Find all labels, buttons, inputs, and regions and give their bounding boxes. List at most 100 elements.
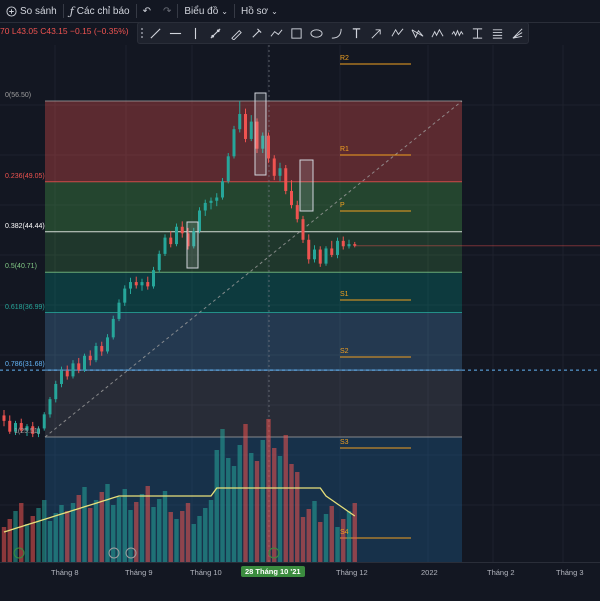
candle-body (307, 239, 311, 260)
volume-bar (295, 472, 300, 562)
cycle-lines-tool[interactable] (447, 23, 467, 43)
trend-line-tool[interactable] (145, 23, 165, 43)
chart-dropdown[interactable]: Biểu đồ ⌄ (178, 0, 234, 22)
pen-tool[interactable] (226, 23, 246, 43)
highlight-box (254, 92, 267, 176)
pivot-label: R1 (340, 146, 349, 153)
volume-bar (174, 519, 179, 562)
xabcd-tool[interactable] (407, 23, 427, 43)
pivot-label: S1 (340, 291, 349, 298)
volume-bar (82, 487, 87, 562)
fib-level-label: 0.236(49.05) (5, 172, 45, 180)
horizontal-line-tool[interactable] (166, 23, 186, 43)
volume-bar (168, 512, 173, 562)
candle-body (134, 282, 138, 286)
compare-button[interactable]: So sánh (0, 0, 63, 22)
candlesticks (2, 101, 357, 438)
undo-icon: ↶ (142, 5, 151, 17)
volume-bar (93, 500, 99, 562)
volume-bar (30, 516, 35, 562)
volume-bar (151, 507, 156, 562)
candle-body (60, 370, 63, 384)
volume-bar (59, 505, 64, 562)
volume-bar (128, 510, 133, 562)
elliott-wave-tool[interactable] (427, 23, 447, 43)
vertical-line-icon (195, 27, 197, 39)
pitchfan-tool[interactable] (508, 23, 528, 43)
line-chart-tool[interactable] (266, 23, 286, 43)
candle-body (77, 363, 81, 370)
toolbar-divider (62, 4, 64, 18)
indicators-label: Các chỉ báo (76, 5, 130, 17)
candle-body (111, 318, 115, 338)
candle-body (209, 200, 213, 203)
text-tool[interactable] (347, 23, 367, 43)
candle-body (88, 355, 92, 361)
candle-body (336, 240, 339, 255)
candle-body (249, 121, 253, 139)
price-chart[interactable] (0, 45, 600, 562)
candle-body (31, 426, 35, 434)
fib-retracement-tool[interactable] (488, 23, 508, 43)
volume-bar (214, 450, 219, 562)
candle-body (186, 233, 190, 247)
drag-handle[interactable] (138, 23, 145, 43)
volume-bar (341, 519, 346, 562)
candle-body (169, 237, 173, 245)
chart-grid (0, 45, 600, 562)
rectangle-tool[interactable] (286, 23, 306, 43)
time-label: Tháng 12 (336, 568, 368, 577)
time-label: Tháng 2 (487, 568, 515, 577)
brush-tool[interactable] (246, 23, 266, 43)
indicators-button[interactable]: ƒ Các chỉ báo (64, 0, 136, 22)
pattern-tool[interactable] (387, 23, 407, 43)
candle-body (163, 237, 167, 254)
trend-line-icon (150, 27, 161, 39)
redo-icon: ↷ (162, 5, 172, 17)
arc-tool[interactable] (327, 23, 347, 43)
volume-bar (226, 458, 231, 562)
volume-bar (203, 508, 208, 562)
candle-body (261, 135, 265, 149)
ellipse-tool[interactable] (306, 23, 326, 43)
volume-bar (47, 521, 53, 562)
function-icon: ƒ (69, 4, 74, 18)
candle-body (330, 248, 334, 255)
crosshair-date-label: 28 Tháng 10 '21 (241, 566, 305, 577)
candle-body (14, 423, 17, 432)
volume-bar (283, 435, 288, 562)
volume-bar (329, 506, 334, 562)
xabcd-pattern-icon (411, 28, 424, 38)
time-axis[interactable]: Tháng 8 Tháng 9 Tháng 10 28 Tháng 10 '21… (0, 562, 600, 601)
candle-body (83, 355, 86, 370)
vertical-line-tool[interactable] (186, 23, 206, 43)
candle-body (152, 270, 155, 287)
volume-bar (88, 508, 93, 562)
volume-bar (323, 514, 329, 562)
highlight-box (299, 159, 314, 212)
candle-body (255, 121, 259, 149)
chevron-down-icon: ⌄ (271, 6, 278, 16)
redo-button[interactable]: ↷ (157, 0, 177, 22)
candle-body (25, 426, 29, 431)
arrow-tool[interactable] (367, 23, 387, 43)
volume-bar (231, 466, 237, 562)
candle-body (157, 253, 161, 271)
undo-button[interactable]: ↶ (137, 0, 157, 22)
volume-bar (42, 500, 47, 562)
profile-dropdown[interactable]: Hồ sơ ⌄ (235, 0, 284, 22)
volume-bar (13, 511, 18, 562)
candle-body (180, 226, 184, 234)
volume-bar (272, 448, 277, 562)
candle-body (65, 370, 69, 377)
candle-body (347, 244, 351, 247)
ohlc-low: L43.05 (11, 26, 38, 36)
candle-body (140, 282, 144, 286)
volume-bar (318, 522, 323, 562)
event-markers (13, 547, 280, 559)
candle-body (71, 363, 75, 377)
price-range-tool[interactable] (467, 23, 487, 43)
candle-body (19, 423, 23, 431)
ray-tool[interactable] (206, 23, 226, 43)
event-marker-icon (13, 547, 25, 559)
